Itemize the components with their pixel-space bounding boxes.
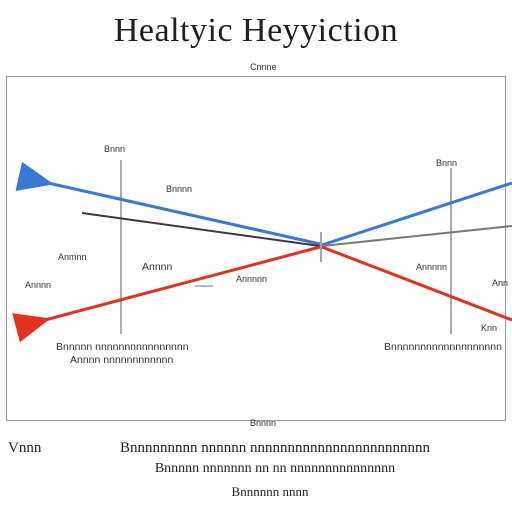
- right-caption-line-1: Bnnnnnnnnnnnnnnnnnnn: [384, 341, 502, 353]
- blue-line-right: [321, 181, 512, 247]
- footer-line-3: Bnnnnnn nnnn: [231, 484, 309, 499]
- left-caption-line-2: Annnn nnnnnnnnnnnn: [70, 354, 174, 366]
- footer-left-label: Vnnn: [8, 440, 42, 456]
- bottom-axis-label: Bnnnn: [250, 418, 277, 428]
- diagram-frame: [6, 76, 506, 421]
- right-label-top: Bnnn: [436, 158, 458, 168]
- left-label-top: Bnnn: [104, 144, 126, 154]
- center-label-left: Annnn: [142, 261, 173, 273]
- red-line-right: [321, 245, 512, 322]
- top-axis-label: Cnnne: [250, 62, 277, 72]
- center-label-upper: Bnnnn: [166, 184, 193, 194]
- center-label-right: Annnnn: [236, 274, 268, 284]
- right-label-end: Ann: [492, 278, 509, 288]
- diagram-title: Healtyic Heyyiction: [113, 12, 399, 49]
- blue-line-left: [15, 161, 321, 246]
- red-line-left: [12, 245, 321, 343]
- right-label-low: Knn: [481, 323, 498, 333]
- left-label-mid: Anmnn: [58, 252, 87, 262]
- left-caption-line-1: Bnnnnn nnnnnnnnnnnnnnnn: [56, 341, 189, 353]
- footer-line-1: Bnnnnnnnnn nnnnnn nnnnnnnnnnnnnnnnnnnnnn…: [119, 440, 430, 456]
- footer-line-2: Bnnnnn nnnnnnn nn nn nnnnnnnnnnnnnnn: [154, 461, 396, 476]
- right-label-mid: Annnnn: [416, 262, 448, 272]
- gray-line-right: [321, 225, 512, 247]
- left-label-low: Annnn: [25, 280, 52, 290]
- dark-line-left: [81, 212, 321, 247]
